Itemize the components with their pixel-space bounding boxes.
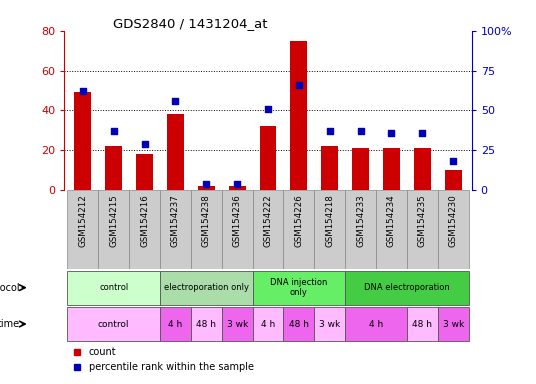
Bar xyxy=(229,186,245,190)
FancyBboxPatch shape xyxy=(68,271,160,305)
Bar xyxy=(321,146,338,190)
FancyBboxPatch shape xyxy=(407,307,438,341)
Point xyxy=(264,106,272,112)
FancyBboxPatch shape xyxy=(438,307,468,341)
Point xyxy=(171,98,180,104)
Text: control: control xyxy=(98,319,130,329)
Text: GSM154218: GSM154218 xyxy=(325,194,334,247)
FancyBboxPatch shape xyxy=(98,190,129,270)
Text: GSM154216: GSM154216 xyxy=(140,194,149,247)
FancyBboxPatch shape xyxy=(284,307,314,341)
FancyBboxPatch shape xyxy=(314,307,345,341)
Text: 3 wk: 3 wk xyxy=(227,319,248,329)
Point xyxy=(233,180,241,187)
Bar xyxy=(414,148,431,190)
Text: GSM154233: GSM154233 xyxy=(356,194,365,247)
Text: percentile rank within the sample: percentile rank within the sample xyxy=(89,362,254,372)
Bar xyxy=(259,126,277,190)
FancyBboxPatch shape xyxy=(376,190,407,270)
FancyBboxPatch shape xyxy=(68,307,160,341)
Bar xyxy=(291,41,307,190)
FancyBboxPatch shape xyxy=(191,190,222,270)
Text: time: time xyxy=(0,319,19,329)
Text: GSM154235: GSM154235 xyxy=(418,194,427,247)
Point xyxy=(79,88,87,94)
FancyBboxPatch shape xyxy=(222,190,252,270)
Bar xyxy=(75,93,91,190)
FancyBboxPatch shape xyxy=(345,190,376,270)
FancyBboxPatch shape xyxy=(345,271,468,305)
FancyBboxPatch shape xyxy=(160,307,191,341)
Text: 4 h: 4 h xyxy=(261,319,275,329)
Text: GSM154230: GSM154230 xyxy=(449,194,458,247)
Text: 4 h: 4 h xyxy=(369,319,383,329)
Text: GSM154237: GSM154237 xyxy=(171,194,180,247)
FancyBboxPatch shape xyxy=(191,307,222,341)
Point xyxy=(418,129,427,136)
Text: GSM154238: GSM154238 xyxy=(202,194,211,247)
FancyBboxPatch shape xyxy=(407,190,438,270)
Text: electroporation only: electroporation only xyxy=(164,283,249,292)
FancyBboxPatch shape xyxy=(222,307,252,341)
Text: protocol: protocol xyxy=(0,283,19,293)
FancyBboxPatch shape xyxy=(160,190,191,270)
Point xyxy=(356,128,365,134)
Point xyxy=(109,128,118,134)
Point xyxy=(140,141,149,147)
FancyBboxPatch shape xyxy=(252,190,284,270)
Text: control: control xyxy=(99,283,128,292)
Bar xyxy=(383,148,400,190)
FancyBboxPatch shape xyxy=(314,190,345,270)
Text: GSM154222: GSM154222 xyxy=(264,194,272,247)
Bar xyxy=(445,170,461,190)
Text: GDS2840 / 1431204_at: GDS2840 / 1431204_at xyxy=(113,17,267,30)
FancyBboxPatch shape xyxy=(345,307,407,341)
FancyBboxPatch shape xyxy=(438,190,468,270)
Point xyxy=(295,82,303,88)
Point xyxy=(387,129,396,136)
Bar xyxy=(105,146,122,190)
Text: count: count xyxy=(89,347,116,357)
FancyBboxPatch shape xyxy=(252,307,284,341)
Text: 48 h: 48 h xyxy=(289,319,309,329)
Text: GSM154226: GSM154226 xyxy=(294,194,303,247)
Point xyxy=(202,180,211,187)
Bar xyxy=(167,114,184,190)
Bar xyxy=(198,186,215,190)
FancyBboxPatch shape xyxy=(160,271,252,305)
Text: GSM154215: GSM154215 xyxy=(109,194,118,247)
Bar xyxy=(352,148,369,190)
Text: DNA injection
only: DNA injection only xyxy=(270,278,327,297)
FancyBboxPatch shape xyxy=(68,190,98,270)
Text: GSM154234: GSM154234 xyxy=(387,194,396,247)
Text: 4 h: 4 h xyxy=(168,319,183,329)
Text: 48 h: 48 h xyxy=(412,319,433,329)
Text: 3 wk: 3 wk xyxy=(319,319,340,329)
Bar xyxy=(136,154,153,190)
Point xyxy=(449,158,457,164)
Text: DNA electroporation: DNA electroporation xyxy=(364,283,450,292)
Text: 48 h: 48 h xyxy=(196,319,217,329)
Text: GSM154236: GSM154236 xyxy=(233,194,242,247)
FancyBboxPatch shape xyxy=(252,271,345,305)
FancyBboxPatch shape xyxy=(129,190,160,270)
Text: GSM154212: GSM154212 xyxy=(78,194,87,247)
FancyBboxPatch shape xyxy=(284,190,314,270)
Text: 3 wk: 3 wk xyxy=(443,319,464,329)
Point xyxy=(325,128,334,134)
